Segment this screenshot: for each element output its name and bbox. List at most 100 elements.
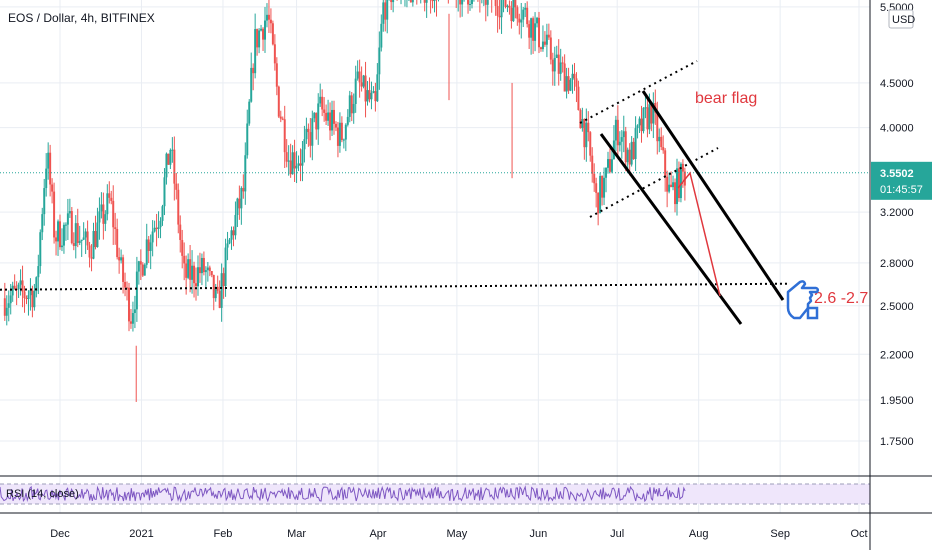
candle-body — [587, 122, 590, 133]
candle-body — [565, 76, 568, 92]
candle-body — [137, 261, 140, 272]
candle-body — [151, 231, 154, 243]
candle-body — [189, 259, 192, 280]
candle-body — [595, 183, 598, 193]
candle-body — [616, 119, 619, 146]
candle-body — [47, 152, 50, 169]
candle-body — [681, 163, 684, 172]
y-tick-label: 1.7500 — [880, 436, 914, 448]
candle-body — [57, 221, 60, 242]
candle-body — [157, 227, 160, 229]
hand-pointing-icon[interactable] — [786, 280, 820, 320]
last-price-badge — [871, 161, 932, 200]
candle-body — [232, 230, 235, 236]
y-tick-label: 2.8000 — [880, 258, 914, 270]
candle-body — [539, 47, 542, 50]
x-tick-label: 2021 — [129, 528, 153, 540]
candle-body — [346, 116, 349, 125]
candle-body — [334, 123, 337, 128]
candle-body — [636, 125, 639, 129]
candle-body — [183, 255, 186, 264]
candle-body — [315, 112, 318, 130]
candle-body — [78, 240, 81, 244]
candle-body — [348, 95, 351, 117]
candle-body — [299, 163, 302, 166]
candle-body — [94, 231, 97, 248]
candle-body — [323, 109, 326, 113]
candle-body — [672, 182, 675, 188]
flag-upper-line[interactable] — [579, 60, 698, 124]
candle-body — [425, 0, 428, 3]
candle-body — [165, 153, 168, 178]
candle-body — [96, 222, 99, 248]
candle-body — [559, 62, 562, 74]
candle-body — [285, 152, 288, 162]
candle-body — [179, 224, 182, 241]
candle-body — [21, 280, 24, 292]
support-line[interactable] — [0, 282, 791, 291]
candle-body — [362, 75, 365, 87]
candle-body — [307, 128, 310, 133]
candle-body — [329, 112, 332, 131]
candle-body — [670, 184, 673, 188]
candle-body — [514, 0, 517, 8]
candle-body — [553, 57, 556, 72]
candle-body — [380, 23, 383, 48]
candle-body — [338, 122, 341, 146]
channel-lower-line[interactable] — [599, 133, 743, 325]
candle-body — [538, 17, 541, 48]
rsi-line — [0, 485, 686, 503]
x-tick-label: Aug — [689, 528, 709, 540]
channel-upper-line[interactable] — [641, 90, 785, 301]
candle-body — [500, 0, 503, 18]
candle-body — [372, 91, 375, 93]
candle-body — [658, 136, 661, 142]
candle-body — [193, 265, 196, 284]
candle-body — [342, 139, 345, 141]
x-tick-label: Jul — [610, 528, 624, 540]
candle-body — [666, 176, 669, 192]
y-tick-label: 2.5000 — [880, 301, 914, 313]
candle-body — [39, 232, 42, 267]
candles — [3, 0, 686, 402]
candle-body — [319, 96, 322, 104]
drawings[interactable]: bear flag 2.6 -2.7 — [0, 60, 870, 325]
candle-body — [571, 73, 574, 80]
candle-body — [35, 277, 38, 292]
projection-line[interactable] — [677, 171, 721, 297]
candle-body — [496, 5, 499, 16]
candle-body — [470, 0, 473, 5]
candle-body — [145, 239, 148, 265]
candle-body — [530, 18, 533, 38]
candle-body — [246, 123, 249, 156]
y-tick-label: 3.2000 — [880, 207, 914, 219]
candle-body — [384, 2, 387, 20]
rsi-label: RSI (14, close) — [6, 488, 79, 500]
candle-body — [80, 239, 83, 241]
candle-body — [124, 281, 127, 288]
candle-body — [171, 149, 174, 151]
candle-body — [644, 107, 647, 109]
candle-body — [191, 265, 194, 280]
candle-body — [317, 103, 320, 130]
candle-body — [650, 104, 653, 124]
candle-body — [431, 0, 434, 2]
candle-body — [358, 71, 361, 83]
candle-body — [303, 139, 306, 150]
currency-box[interactable] — [888, 9, 914, 29]
candle-body — [309, 132, 312, 146]
candle-body — [674, 182, 677, 205]
candle-body — [541, 41, 544, 50]
candle-body — [218, 290, 221, 308]
candle-body — [386, 0, 389, 20]
candle-body — [122, 257, 125, 282]
candle-body — [378, 47, 381, 75]
candle-body — [526, 7, 529, 25]
candle-body — [591, 155, 594, 174]
candle-body — [640, 118, 643, 132]
candle-body — [49, 152, 52, 185]
x-tick-label: Sep — [770, 528, 790, 540]
candle-body — [212, 274, 215, 299]
flag-lower-line[interactable] — [589, 147, 719, 218]
